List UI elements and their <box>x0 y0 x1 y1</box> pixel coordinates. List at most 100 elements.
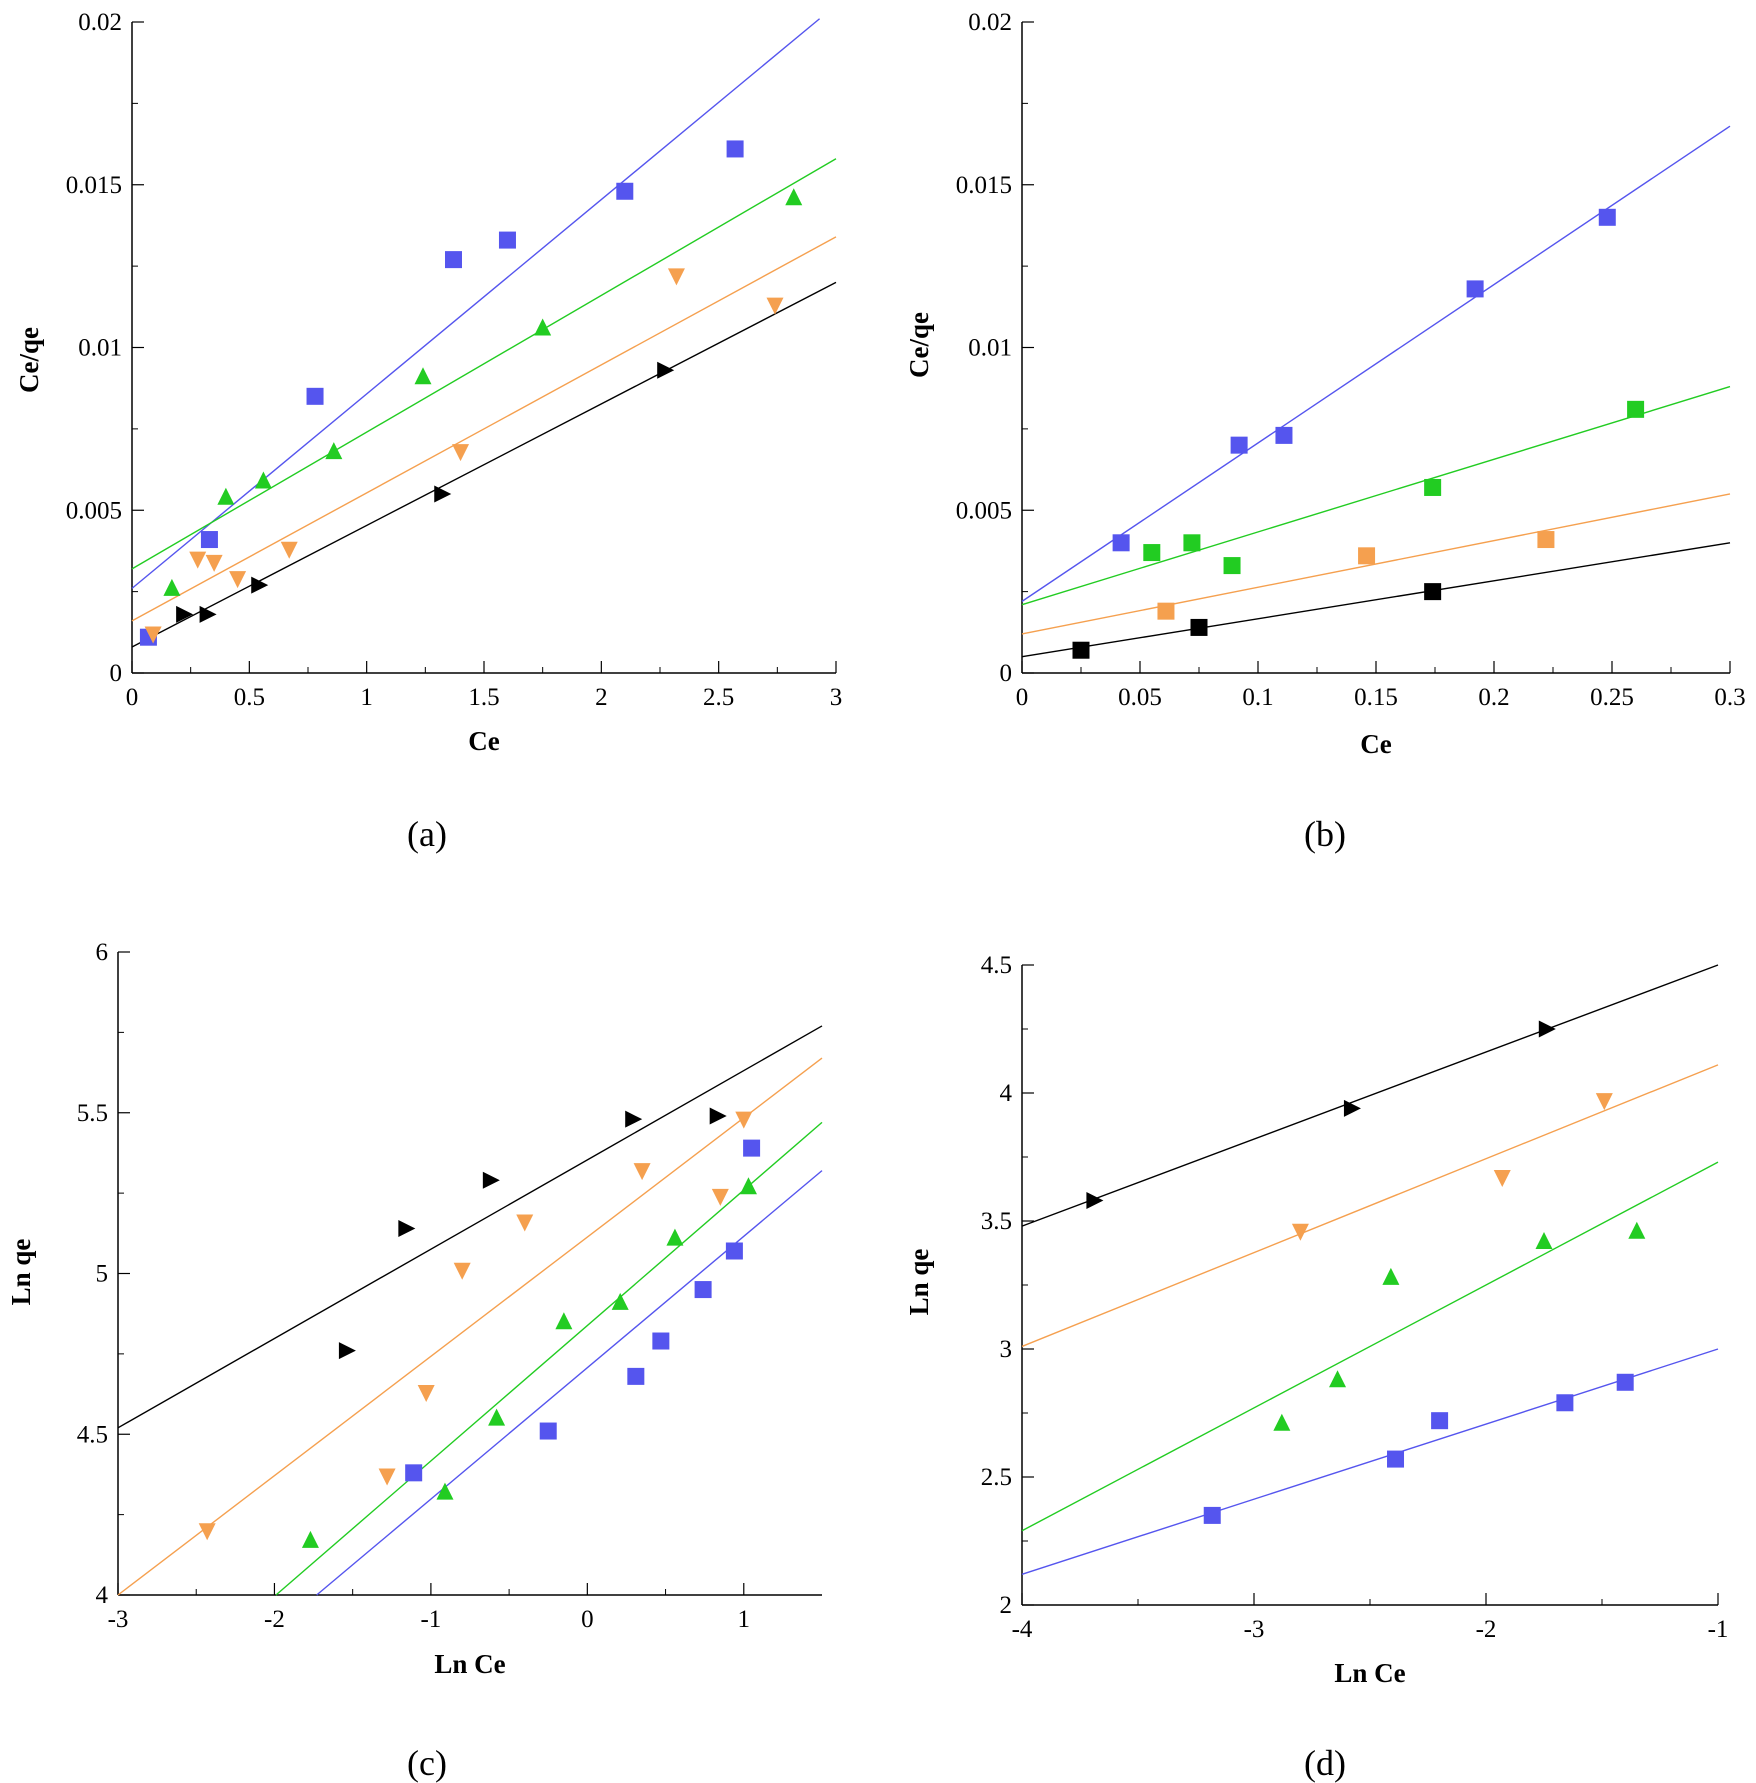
x-tick-label: 0.1 <box>1242 684 1273 711</box>
y-tick-label: 0.01 <box>968 335 1012 362</box>
data-point-blue-squares <box>1387 1450 1405 1468</box>
data-point-black-triangles <box>176 605 194 623</box>
fit-line-orange-triangles <box>1021 1064 1719 1348</box>
fit-line-black-squares <box>1021 542 1731 658</box>
data-point-orange-triangles <box>453 1262 471 1280</box>
x-tick-label: -4 <box>1012 1616 1033 1643</box>
data-point-blue-squares <box>1616 1373 1634 1391</box>
fit-line-green-triangles <box>1021 1161 1719 1532</box>
panel-label: (d) <box>1304 1743 1346 1783</box>
data-point-blue-squares <box>725 1242 743 1260</box>
y-tick-label: 0 <box>1000 660 1013 687</box>
data-point-black-triangles <box>1343 1099 1361 1117</box>
data-point-orange-triangles <box>711 1188 729 1206</box>
data-point-green-triangles <box>436 1482 454 1500</box>
x-axis-title: Ln Ce <box>434 1649 505 1679</box>
data-point-green-triangles <box>414 367 432 385</box>
data-point-green-triangles <box>785 188 803 206</box>
data-point-orange-squares <box>1537 531 1555 549</box>
chart-panel-2: 4 4.5 5 5.5 6 -3 -2 -1 0 1 Ln Ce Ln qe (c) <box>6 939 823 1783</box>
data-point-green-triangles <box>555 1312 573 1330</box>
y-tick-label: 0.01 <box>78 335 122 362</box>
data-point-black-squares <box>1190 618 1208 636</box>
x-tick-label: 0.3 <box>1714 684 1745 711</box>
fit-line-blue-squares <box>1021 1348 1719 1575</box>
data-point-black-triangles <box>657 361 675 379</box>
data-point-black-triangles <box>338 1342 356 1360</box>
data-point-orange-triangles <box>1291 1223 1309 1241</box>
data-point-blue-squares <box>539 1422 557 1440</box>
data-point-green-triangles <box>1535 1231 1553 1249</box>
data-point-green-squares <box>1424 478 1442 496</box>
data-point-orange-triangles <box>766 297 784 315</box>
x-tick-label: 0.5 <box>234 684 265 711</box>
y-tick-label: 2.5 <box>981 1464 1012 1491</box>
data-point-orange-triangles <box>516 1214 534 1232</box>
data-point-black-triangles <box>398 1219 416 1237</box>
data-point-green-triangles <box>488 1408 506 1426</box>
y-tick-label: 3.5 <box>981 1208 1012 1235</box>
fit-line-blue-squares <box>131 18 821 589</box>
data-point-orange-triangles <box>189 551 207 569</box>
fit-line-orange-triangles <box>131 236 837 622</box>
x-tick-label: 1 <box>360 684 373 711</box>
data-point-blue-squares <box>405 1464 423 1482</box>
data-point-orange-triangles <box>144 626 162 644</box>
x-tick-label: 2.5 <box>703 684 734 711</box>
y-tick-label: 0.02 <box>968 9 1012 36</box>
y-tick-label: 0.005 <box>956 497 1012 524</box>
data-point-black-triangles <box>199 605 217 623</box>
panel-label: (b) <box>1304 814 1346 854</box>
data-point-orange-triangles <box>1493 1169 1511 1187</box>
y-tick-label: 4 <box>1000 1080 1013 1107</box>
data-point-blue-squares <box>652 1332 670 1350</box>
y-tick-label: 4.5 <box>77 1421 108 1448</box>
x-tick-label: 0 <box>126 684 139 711</box>
x-tick-label: -1 <box>420 1606 441 1633</box>
data-point-blue-squares <box>616 182 634 200</box>
data-point-green-triangles <box>301 1530 319 1548</box>
y-tick-label: 0.015 <box>956 172 1012 199</box>
data-point-orange-squares <box>1358 547 1376 565</box>
fit-line-orange-squares <box>1021 493 1731 635</box>
y-tick-label: 0.02 <box>78 9 122 36</box>
data-point-blue-squares <box>726 140 744 158</box>
x-tick-label: 0.25 <box>1590 684 1634 711</box>
x-tick-label: -3 <box>108 1606 129 1633</box>
data-point-blue-squares <box>200 531 218 549</box>
y-tick-label: 6 <box>96 939 109 966</box>
data-point-orange-squares <box>1157 602 1175 620</box>
x-tick-label: 0 <box>581 1606 594 1633</box>
data-point-green-triangles <box>666 1228 684 1246</box>
data-point-blue-squares <box>306 387 324 405</box>
data-point-green-triangles <box>1382 1267 1400 1285</box>
x-axis-title: Ce <box>468 726 499 756</box>
panel-label: (a) <box>407 814 447 854</box>
data-point-blue-squares <box>498 231 516 249</box>
chart-panel-0: 0 0.005 0.01 0.015 0.02 0 0.5 1 1.5 2 2.5 3 Ce Ce/qe (… <box>14 9 842 854</box>
data-point-blue-squares <box>1431 1412 1449 1430</box>
data-point-orange-triangles <box>735 1111 753 1129</box>
y-tick-label: 0.015 <box>66 172 122 199</box>
data-point-green-triangles <box>1628 1221 1646 1239</box>
data-point-black-triangles <box>434 485 452 503</box>
x-tick-label: 0.15 <box>1354 684 1398 711</box>
data-point-black-squares <box>1424 583 1442 601</box>
data-point-green-squares <box>1143 544 1161 562</box>
data-point-black-squares <box>1072 641 1090 659</box>
y-axis-title: Ln qe <box>904 1249 934 1316</box>
data-point-green-triangles <box>163 578 181 596</box>
y-tick-label: 3 <box>1000 1336 1013 1363</box>
fit-line-blue-squares <box>316 1170 823 1596</box>
data-point-orange-triangles <box>452 444 470 462</box>
data-point-black-triangles <box>1538 1020 1556 1038</box>
data-point-green-squares <box>1223 557 1241 575</box>
data-point-black-triangles <box>251 576 269 594</box>
x-tick-label: 1 <box>738 1606 751 1633</box>
data-point-orange-triangles <box>633 1163 651 1181</box>
fit-line-orange-triangles <box>117 1057 823 1596</box>
data-point-black-triangles <box>709 1107 727 1125</box>
y-axis-title: Ce/qe <box>904 312 934 378</box>
y-tick-label: 4.5 <box>981 952 1012 979</box>
